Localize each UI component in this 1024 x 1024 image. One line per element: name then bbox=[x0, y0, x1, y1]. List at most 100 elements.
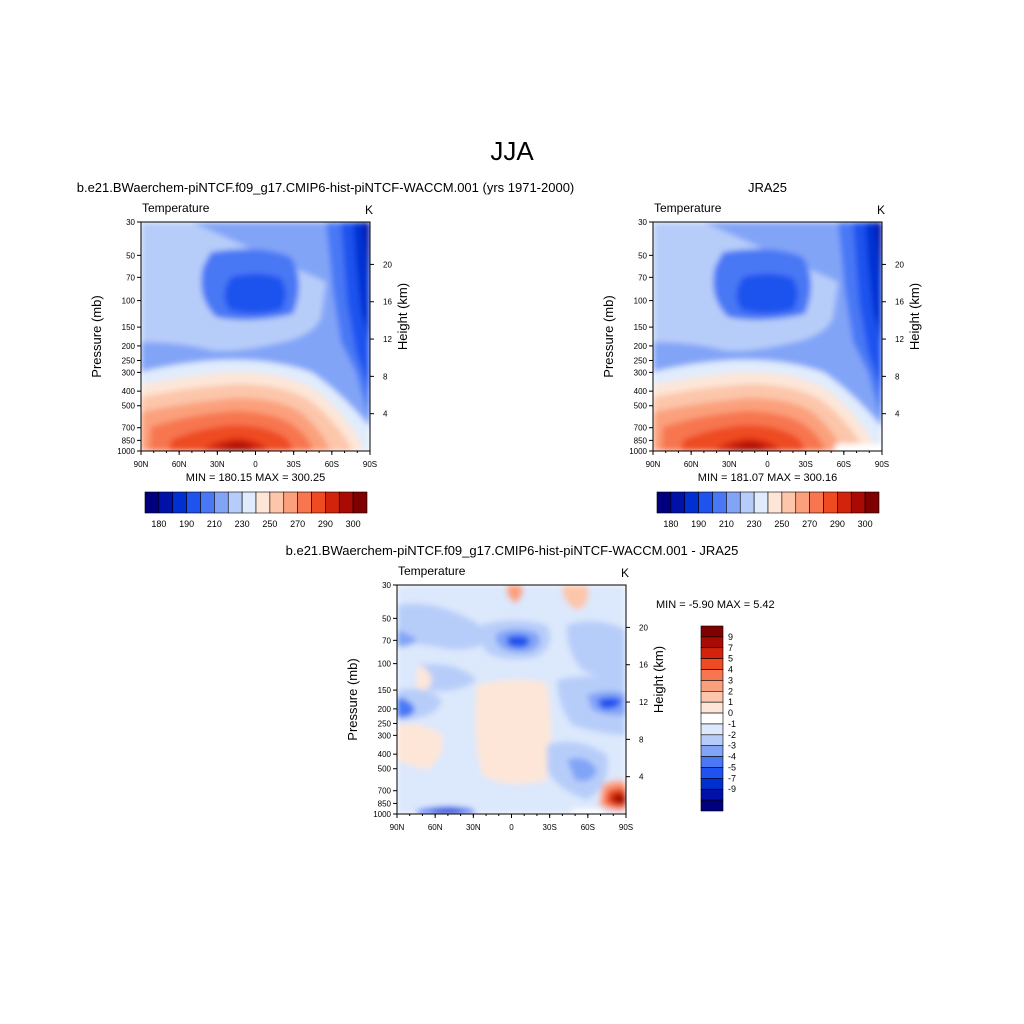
contour-fills bbox=[653, 222, 882, 451]
colorbar-swatch bbox=[144, 491, 160, 514]
colorbar-swatch bbox=[172, 491, 187, 514]
x-tick-label: 30N bbox=[722, 460, 737, 469]
x-tick-label: 0 bbox=[253, 460, 258, 469]
colorbar-swatch bbox=[823, 491, 838, 514]
colorbar-label: -1 bbox=[728, 719, 736, 729]
y-tick-label: 700 bbox=[122, 424, 136, 433]
y-tick-label: 100 bbox=[378, 660, 392, 669]
x-tick-label: 60S bbox=[837, 460, 851, 469]
chart-panel-3: b.e21.BWaerchem-piNTCF.f09_g17.CMIP6-his… bbox=[286, 543, 775, 832]
y-tick-label: 1000 bbox=[629, 447, 647, 456]
contour-fill bbox=[417, 665, 432, 692]
colorbar-swatch bbox=[255, 491, 271, 514]
min-max-text: MIN = -5.90 MAX = 5.42 bbox=[656, 599, 775, 611]
contour-fill bbox=[353, 222, 370, 342]
y-tick-label: 250 bbox=[122, 356, 136, 365]
colorbar-label: 3 bbox=[728, 675, 733, 685]
contour-fill bbox=[507, 635, 530, 648]
colorbar-swatch bbox=[311, 491, 326, 514]
colorbar-label: 180 bbox=[663, 519, 678, 529]
colorbar-swatch bbox=[338, 491, 354, 514]
colorbar-swatch bbox=[795, 491, 810, 514]
y2-tick-label: 16 bbox=[639, 661, 648, 670]
colorbar-swatch bbox=[700, 636, 724, 649]
x-tick-label: 30S bbox=[543, 823, 557, 832]
y2-tick-label: 8 bbox=[639, 735, 644, 744]
colorbar-swatch bbox=[700, 778, 724, 790]
colorbar-label: 210 bbox=[207, 519, 222, 529]
y-tick-label: 700 bbox=[634, 424, 648, 433]
y2-tick-label: 4 bbox=[639, 773, 644, 782]
y-tick-label: 70 bbox=[382, 636, 391, 645]
y-tick-label: 250 bbox=[378, 719, 392, 728]
colorbar-swatch bbox=[200, 491, 215, 514]
contour-fill bbox=[432, 809, 462, 814]
chart-panel-1: b.e21.BWaerchem-piNTCF.f09_g17.CMIP6-his… bbox=[77, 180, 575, 529]
colorbar-label: -7 bbox=[728, 773, 736, 783]
y-tick-label: 500 bbox=[122, 402, 136, 411]
y2-tick-label: 4 bbox=[895, 410, 900, 419]
colorbar: 180 190 210 230 250 270 290 300 bbox=[656, 491, 880, 529]
colorbar-swatch bbox=[283, 491, 298, 514]
contour-fill bbox=[567, 757, 597, 782]
colorbar-label: 0 bbox=[728, 708, 733, 718]
y-tick-label: 50 bbox=[126, 251, 135, 260]
colorbar-swatch bbox=[700, 756, 724, 768]
y2-tick-label: 12 bbox=[639, 698, 648, 707]
colorbar-label: 230 bbox=[235, 519, 250, 529]
y-tick-label: 200 bbox=[378, 705, 392, 714]
y2-axis-label: Height (km) bbox=[907, 283, 922, 350]
colorbar-label: 250 bbox=[262, 519, 277, 529]
y-tick-label: 150 bbox=[634, 323, 648, 332]
y-tick-label: 500 bbox=[634, 402, 648, 411]
y-tick-label: 300 bbox=[378, 731, 392, 740]
colorbar-label: 1 bbox=[728, 697, 733, 707]
colorbar-swatch bbox=[670, 491, 686, 514]
y-tick-label: 30 bbox=[126, 218, 135, 227]
y-axis-label: Pressure (mb) bbox=[601, 295, 616, 377]
colorbar-swatch bbox=[753, 491, 769, 514]
colorbar-label: 230 bbox=[747, 519, 762, 529]
x-tick-label: 30N bbox=[466, 823, 481, 832]
x-tick-label: 30N bbox=[210, 460, 225, 469]
colorbar-label: 250 bbox=[774, 519, 789, 529]
y-tick-label: 30 bbox=[382, 581, 391, 590]
colorbar-swatch bbox=[809, 491, 824, 514]
colorbar-swatch bbox=[726, 491, 741, 514]
y-tick-label: 400 bbox=[634, 387, 648, 396]
y2-tick-label: 8 bbox=[895, 372, 900, 381]
panel-title: b.e21.BWaerchem-piNTCF.f09_g17.CMIP6-his… bbox=[286, 543, 739, 558]
colorbar-label: 270 bbox=[290, 519, 305, 529]
contour-fill bbox=[611, 793, 626, 805]
colorbar-swatch bbox=[781, 491, 797, 514]
x-tick-label: 60N bbox=[684, 460, 699, 469]
colorbar-swatch bbox=[767, 491, 783, 514]
left-string: Temperature bbox=[142, 201, 210, 215]
contour-fill bbox=[397, 723, 443, 770]
colorbar-swatch bbox=[712, 491, 727, 514]
y-tick-label: 100 bbox=[634, 297, 648, 306]
contour-fill bbox=[169, 425, 293, 451]
contour-fill bbox=[363, 222, 370, 282]
colorbar-swatch bbox=[700, 647, 724, 659]
colorbar-swatch bbox=[700, 745, 724, 757]
contour-fill bbox=[475, 679, 551, 784]
x-tick-label: 60S bbox=[581, 823, 595, 832]
colorbar-swatch bbox=[700, 625, 724, 638]
x-tick-label: 90S bbox=[875, 460, 889, 469]
colorbar-label: -2 bbox=[728, 730, 736, 740]
units-label: K bbox=[365, 203, 373, 217]
x-tick-label: 90N bbox=[390, 823, 405, 832]
colorbar-label: 9 bbox=[728, 632, 733, 642]
x-tick-label: 0 bbox=[509, 823, 514, 832]
colorbar-swatch bbox=[158, 491, 174, 514]
y-tick-label: 70 bbox=[638, 273, 647, 282]
contour-field bbox=[397, 585, 626, 814]
colorbar-swatch bbox=[656, 491, 672, 514]
colorbar-label: 4 bbox=[728, 665, 733, 675]
units-label: K bbox=[877, 203, 885, 217]
y-tick-label: 1000 bbox=[373, 810, 391, 819]
colorbar-swatch bbox=[700, 669, 724, 681]
colorbar-swatch bbox=[700, 788, 724, 801]
